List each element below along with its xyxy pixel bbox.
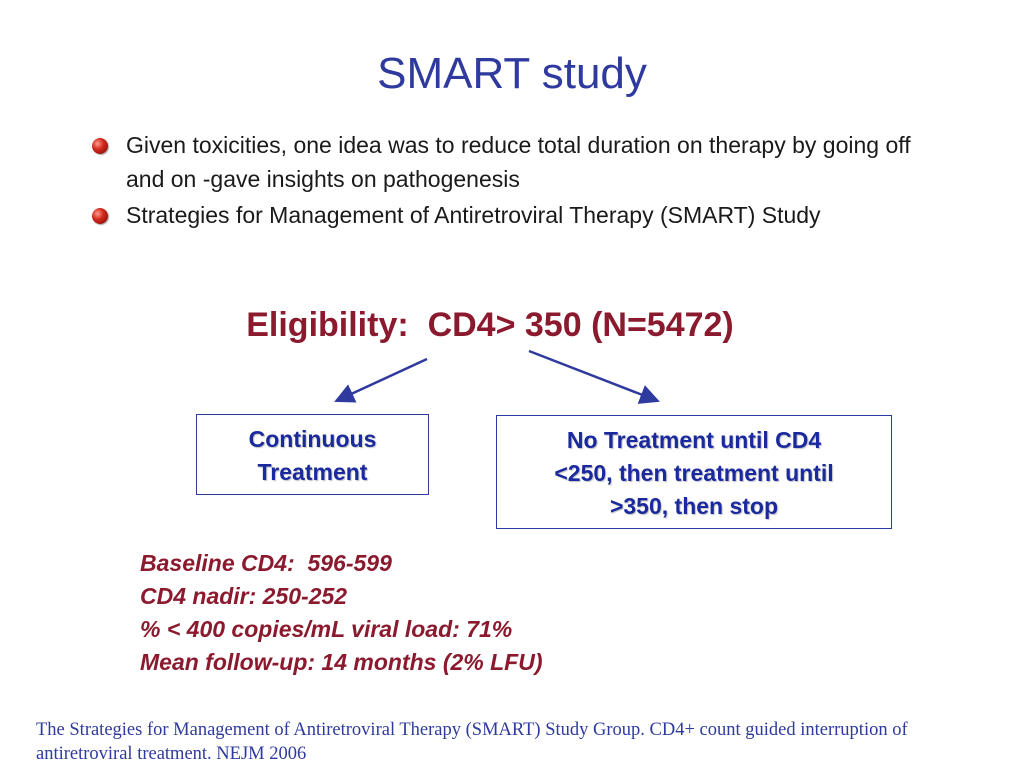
box-line: Treatment	[257, 459, 368, 485]
red-sphere-bullet-icon	[92, 138, 108, 154]
arrow-icon	[528, 349, 660, 404]
box-line: <250, then treatment until	[554, 460, 834, 486]
box-line: Continuous	[248, 426, 377, 452]
eligibility-text: Eligibility: CD4> 350 (N=5472)	[246, 306, 734, 344]
citation: The Strategies for Management of Antiret…	[36, 720, 908, 764]
red-sphere-bullet-icon	[92, 208, 108, 224]
bullet-text: Given toxicities, one idea was to reduce…	[126, 132, 911, 192]
stat-line: Mean follow-up: 14 months (2% LFU)	[140, 649, 543, 675]
eligibility-heading: Eligibility: CD4> 350 (N=5472)	[0, 300, 980, 350]
treatment-interruption-box: No Treatment until CD4 <250, then treatm…	[496, 415, 892, 529]
arrow-icon	[334, 357, 428, 403]
stat-line: Baseline CD4: 596-599	[140, 550, 392, 576]
bullet-item: Strategies for Management of Antiretrovi…	[88, 198, 948, 232]
bullet-item: Given toxicities, one idea was to reduce…	[88, 128, 948, 196]
stat-line: % < 400 copies/mL viral load: 71%	[140, 616, 513, 642]
box-line: >350, then stop	[609, 493, 779, 519]
box-line: No Treatment until CD4	[566, 427, 822, 453]
slide-title: SMART study	[377, 49, 647, 98]
baseline-stats: Baseline CD4: 596-599 CD4 nadir: 250-252…	[140, 547, 760, 679]
bullet-text: Strategies for Management of Antiretrovi…	[126, 202, 821, 228]
stat-line: CD4 nadir: 250-252	[140, 583, 348, 609]
continuous-treatment-box: Continuous Treatment	[196, 414, 429, 495]
bullet-list: Given toxicities, one idea was to reduce…	[88, 128, 948, 234]
